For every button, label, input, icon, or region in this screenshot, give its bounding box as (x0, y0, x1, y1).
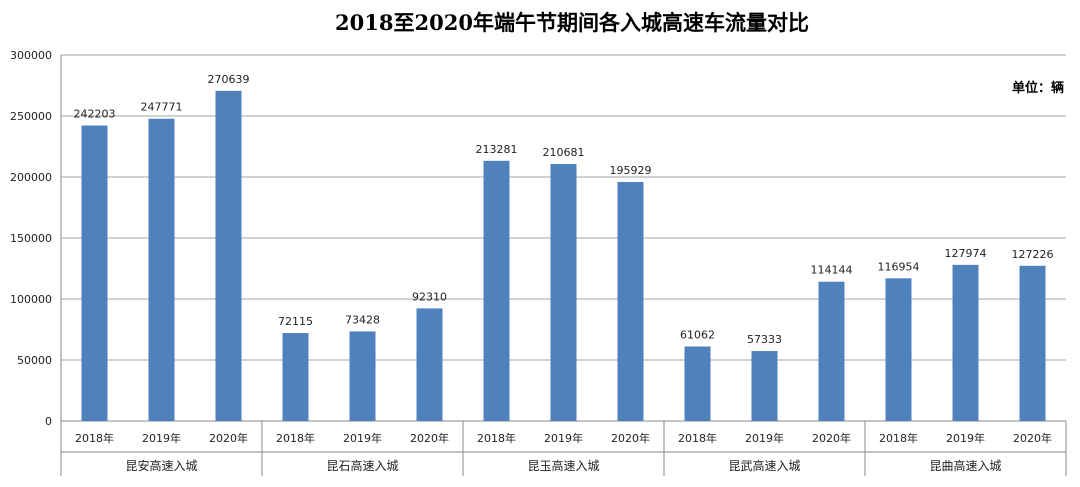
data-label: 247771 (141, 101, 183, 114)
group-label: 昆武高速入城 (728, 458, 800, 473)
y-tick-label: 150000 (10, 232, 52, 245)
data-label: 213281 (476, 143, 518, 156)
x-tick-label: 2020年 (812, 431, 851, 445)
x-tick-label: 2018年 (276, 431, 315, 445)
x-tick-label: 2020年 (209, 431, 248, 445)
bar (148, 118, 175, 421)
bar (617, 181, 644, 421)
group-label: 昆安高速入城 (125, 458, 197, 473)
group-label: 昆曲高速入城 (929, 458, 1001, 473)
data-label: 92310 (412, 290, 447, 303)
bar (282, 333, 309, 421)
data-label: 242203 (74, 108, 116, 121)
x-tick-label: 2018年 (477, 431, 516, 445)
bar (349, 331, 376, 421)
data-label: 57333 (747, 333, 782, 346)
data-label: 127974 (945, 247, 987, 260)
bar (1019, 265, 1046, 421)
x-tick-label: 2020年 (410, 431, 449, 445)
bar (81, 125, 108, 422)
x-tick-label: 2020年 (1013, 431, 1052, 445)
data-label: 210681 (543, 146, 585, 159)
data-label: 114144 (811, 264, 853, 277)
chart-title: 2018至2020年端午节期间各入城高速车流量对比 (335, 10, 809, 35)
x-tick-label: 2019年 (142, 431, 181, 445)
x-tick-label: 2020年 (611, 431, 650, 445)
bar (885, 278, 912, 421)
y-tick-label: 100000 (10, 293, 52, 306)
x-tick-label: 2019年 (745, 431, 784, 445)
y-tick-label: 300000 (10, 49, 52, 62)
x-tick-label: 2019年 (946, 431, 985, 445)
group-label: 昆石高速入城 (326, 458, 398, 473)
data-label: 61062 (680, 329, 715, 342)
bar (483, 160, 510, 421)
bar (215, 90, 242, 421)
y-tick-label: 0 (45, 415, 52, 428)
x-tick-label: 2018年 (879, 431, 918, 445)
unit-label: 单位：辆 (1012, 80, 1064, 96)
y-tick-label: 250000 (10, 110, 52, 123)
data-label: 195929 (610, 164, 652, 177)
group-label: 昆玉高速入城 (527, 458, 599, 473)
y-tick-label: 200000 (10, 171, 52, 184)
x-tick-label: 2019年 (343, 431, 382, 445)
data-label: 73428 (345, 313, 380, 326)
x-tick-label: 2018年 (678, 431, 717, 445)
bar (751, 351, 778, 421)
bar (550, 163, 577, 421)
bar (952, 264, 979, 421)
data-label: 270639 (208, 73, 250, 86)
x-tick-label: 2019年 (544, 431, 583, 445)
data-label: 127226 (1012, 248, 1054, 261)
x-tick-label: 2018年 (75, 431, 114, 445)
y-tick-label: 50000 (17, 354, 52, 367)
bar (416, 308, 443, 421)
data-label: 116954 (878, 260, 920, 273)
bar (684, 346, 711, 421)
data-label: 72115 (278, 315, 313, 328)
bar (818, 281, 845, 421)
